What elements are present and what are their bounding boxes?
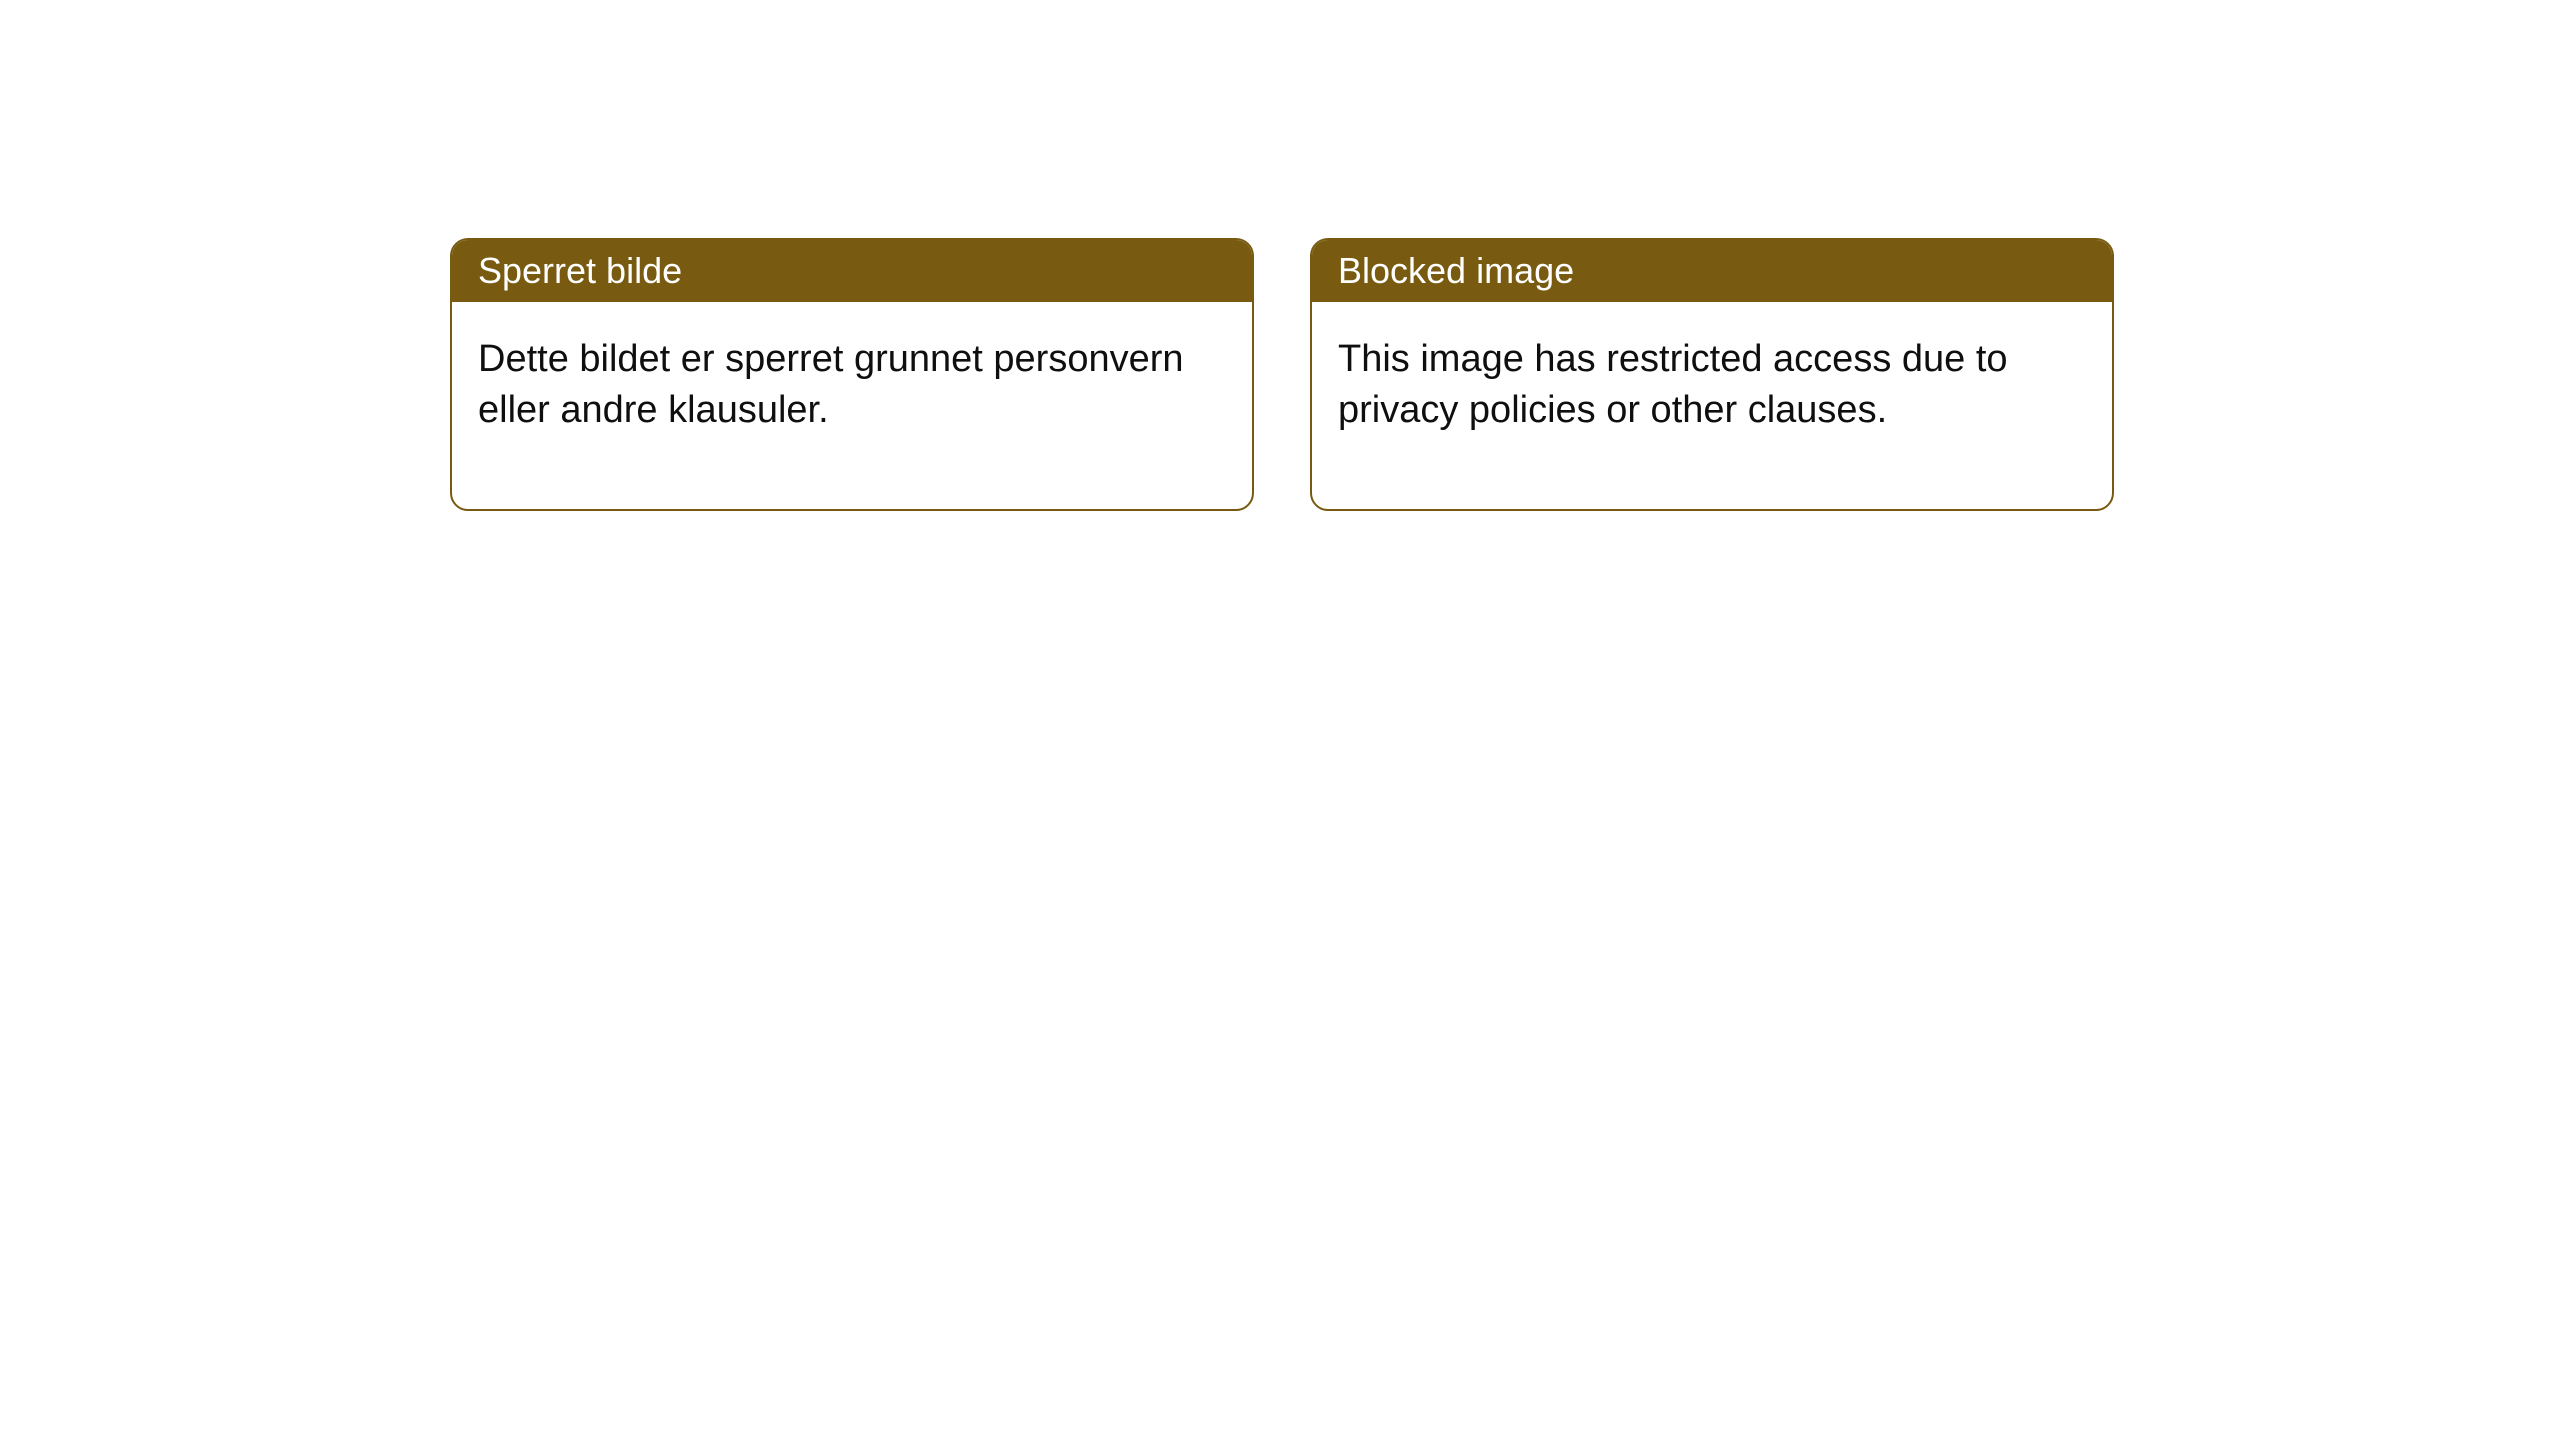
notice-title: Sperret bilde: [478, 250, 682, 291]
notice-body: Dette bildet er sperret grunnet personve…: [452, 302, 1252, 509]
notice-title: Blocked image: [1338, 250, 1574, 291]
notice-container: Sperret bilde Dette bildet er sperret gr…: [450, 238, 2114, 511]
notice-box-norwegian: Sperret bilde Dette bildet er sperret gr…: [450, 238, 1254, 511]
notice-body-text: This image has restricted access due to …: [1338, 338, 2008, 431]
notice-header: Sperret bilde: [452, 240, 1252, 302]
notice-body-text: Dette bildet er sperret grunnet personve…: [478, 338, 1184, 431]
notice-body: This image has restricted access due to …: [1312, 302, 2112, 509]
notice-box-english: Blocked image This image has restricted …: [1310, 238, 2114, 511]
notice-header: Blocked image: [1312, 240, 2112, 302]
